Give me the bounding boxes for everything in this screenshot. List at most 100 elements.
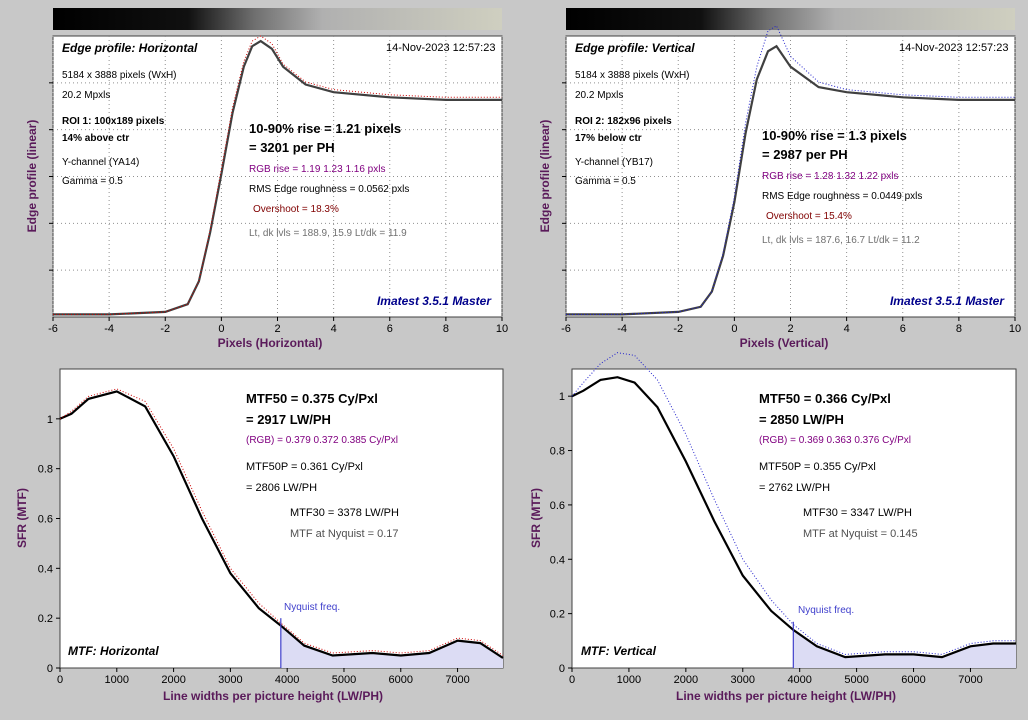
mtf50-rgb-vertical: (RGB) = 0.369 0.363 0.376 Cy/Pxl — [759, 435, 911, 446]
mtf-nyquist-horizontal: MTF at Nyquist = 0.17 — [290, 528, 399, 540]
x-tick-label: 5000 — [332, 674, 356, 686]
overshoot-horizontal: Overshoot = 18.3% — [253, 204, 339, 215]
mtf30-horizontal: MTF30 = 3378 LW/PH — [290, 507, 399, 519]
x-tick-label: 7000 — [958, 674, 982, 686]
series-line-dotted — [571, 352, 1016, 655]
x-tick-label: 4 — [331, 323, 337, 335]
edge-timestamp-horizontal: 14-Nov-2023 12:57:23 — [386, 42, 495, 54]
edge-title-vertical: Edge profile: Vertical — [575, 41, 695, 55]
per-ph-horizontal: = 3201 per PH — [249, 140, 335, 155]
x-tick-label: 6 — [387, 323, 393, 335]
x-tick-label: 0 — [218, 323, 224, 335]
series-line-dotted — [53, 35, 502, 315]
x-tick-label: 4 — [844, 323, 850, 335]
x-tick-label: 8 — [443, 323, 449, 335]
edge-xticks-vertical: -6 -4 -2 0 2 4 6 8 10 — [561, 317, 1021, 335]
megapixels-horizontal: 20.2 Mpxls — [62, 90, 110, 101]
levels-horizontal: Lt, dk lvls = 188.9, 15.9 Lt/dk = 11.9 — [249, 228, 407, 239]
mtf-panel-horizontal: 0 1000 2000 3000 4000 5000 6000 7000 0 0.2 0.4 0.6… — [15, 368, 504, 703]
mtf-plot-area-vertical — [571, 368, 1017, 669]
edge-ylabel-horizontal: Edge profile (linear) — [25, 120, 39, 233]
y-tick-label: 1 — [47, 414, 53, 426]
mtf50-horizontal: MTF50 = 0.375 Cy/Pxl — [246, 391, 378, 406]
gamma-vertical: Gamma = 0.5 — [575, 176, 636, 187]
edge-curves-horizontal — [53, 35, 502, 316]
mtf-ylabel-horizontal: SFR (MTF) — [15, 488, 29, 548]
x-tick-label: 6000 — [901, 674, 925, 686]
x-tick-label: 0 — [57, 674, 63, 686]
x-tick-label: -2 — [160, 323, 170, 335]
roi-position-horizontal: 14% above ctr — [62, 133, 129, 144]
image-size-horizontal: 5184 x 3888 pixels (WxH) — [62, 70, 177, 81]
mtf-title-horizontal: MTF: Horizontal — [68, 644, 159, 658]
nyquist-label-vertical: Nyquist freq. — [798, 605, 854, 616]
roi-vertical: ROI 2: 182x96 pixels — [575, 116, 672, 127]
gamma-horizontal: Gamma = 0.5 — [62, 176, 123, 187]
x-tick-label: 0 — [731, 323, 737, 335]
mtf-ylabel-vertical: SFR (MTF) — [529, 488, 543, 548]
image-size-vertical: 5184 x 3888 pixels (WxH) — [575, 70, 690, 81]
x-tick-label: 4000 — [787, 674, 811, 686]
series-line-dotted — [59, 388, 504, 656]
y-tick-label: 0.8 — [38, 464, 53, 476]
gradient-strip-vertical — [566, 8, 1015, 30]
roi-position-vertical: 17% below ctr — [575, 133, 642, 144]
edge-panel-horizontal: -6 -4 -2 0 2 4 6 8 10 Edge profile: Horizontal 1… — [25, 8, 508, 350]
mtf30-vertical: MTF30 = 3347 LW/PH — [803, 507, 912, 519]
rise-vertical: 10-90% rise = 1.3 pixels — [762, 128, 907, 143]
mtf50p-vertical: MTF50P = 0.355 Cy/Pxl — [759, 461, 876, 473]
edge-timestamp-vertical: 14-Nov-2023 12:57:23 — [899, 42, 1008, 54]
nyquist-label-horizontal: Nyquist freq. — [284, 602, 340, 613]
x-tick-label: 3000 — [731, 674, 755, 686]
y-tick-label: 0.6 — [38, 514, 53, 526]
edge-ylabel-vertical: Edge profile (linear) — [538, 120, 552, 233]
y-tick-label: 0.4 — [38, 563, 53, 575]
x-tick-label: 0 — [569, 674, 575, 686]
y-tick-label: 0 — [559, 663, 565, 675]
x-tick-label: 6000 — [389, 674, 413, 686]
x-tick-label: -6 — [48, 323, 58, 335]
overshoot-vertical: Overshoot = 15.4% — [766, 211, 852, 222]
mtf50-lw-vertical: = 2850 LW/PH — [759, 412, 844, 427]
per-ph-vertical: = 2987 per PH — [762, 147, 848, 162]
x-tick-label: 10 — [1009, 323, 1021, 335]
channel-vertical: Y-channel (YB17) — [575, 157, 653, 168]
mtf-title-vertical: MTF: Vertical — [581, 644, 657, 658]
rms-vertical: RMS Edge roughness = 0.0449 pxls — [762, 191, 922, 202]
mtf50-rgb-horizontal: (RGB) = 0.379 0.372 0.385 Cy/Pxl — [246, 435, 398, 446]
mtf-nyquist-vertical: MTF at Nyquist = 0.145 — [803, 528, 918, 540]
edge-panel-vertical: -6 -4 -2 0 2 4 6 8 10 Edge profile: Vertical 14-… — [538, 8, 1021, 350]
roi-horizontal: ROI 1: 100x189 pixels — [62, 116, 165, 127]
y-tick-label: 1 — [559, 391, 565, 403]
rms-horizontal: RMS Edge roughness = 0.0562 pxls — [249, 184, 409, 195]
series-line-main — [571, 376, 1016, 659]
x-tick-label: 6 — [900, 323, 906, 335]
edge-title-horizontal: Edge profile: Horizontal — [62, 41, 198, 55]
x-tick-label: 2 — [787, 323, 793, 335]
channel-horizontal: Y-channel (YA14) — [62, 157, 139, 168]
mtf50-vertical: MTF50 = 0.366 Cy/Pxl — [759, 391, 891, 406]
mtf50p-lw-horizontal: = 2806 LW/PH — [246, 482, 317, 494]
x-tick-label: 2000 — [674, 674, 698, 686]
x-tick-label: -4 — [104, 323, 114, 335]
edge-xlabel-vertical: Pixels (Vertical) — [740, 336, 829, 350]
nyquist-fill-vertical — [793, 629, 1016, 668]
mtf50p-lw-vertical: = 2762 LW/PH — [759, 482, 830, 494]
mtf-curves-horizontal — [59, 388, 504, 659]
mtf-curves-vertical — [571, 352, 1016, 659]
brand-vertical: Imatest 3.5.1 Master — [890, 294, 1005, 308]
x-tick-label: 1000 — [617, 674, 641, 686]
x-tick-label: 3000 — [218, 674, 242, 686]
mtf-xticks-horizontal: 0 1000 2000 3000 4000 5000 6000 7000 — [57, 668, 470, 686]
rise-horizontal: 10-90% rise = 1.21 pixels — [249, 121, 401, 136]
mtf-yticks-horizontal: 0 0.2 0.4 0.6 0.8 1 — [38, 414, 60, 675]
x-tick-label: 5000 — [844, 674, 868, 686]
mtf-xticks-vertical: 0 1000 2000 3000 4000 5000 6000 7000 — [569, 668, 983, 686]
mtf50-lw-horizontal: = 2917 LW/PH — [246, 412, 331, 427]
edge-xlabel-horizontal: Pixels (Horizontal) — [218, 336, 323, 350]
y-tick-label: 0.8 — [550, 446, 565, 458]
series-line-main — [566, 44, 1015, 316]
mtf-panel-vertical: 0 1000 2000 3000 4000 5000 6000 7000 0 0.2 0.4 0.6… — [529, 352, 1017, 703]
y-tick-label: 0.2 — [550, 609, 565, 621]
